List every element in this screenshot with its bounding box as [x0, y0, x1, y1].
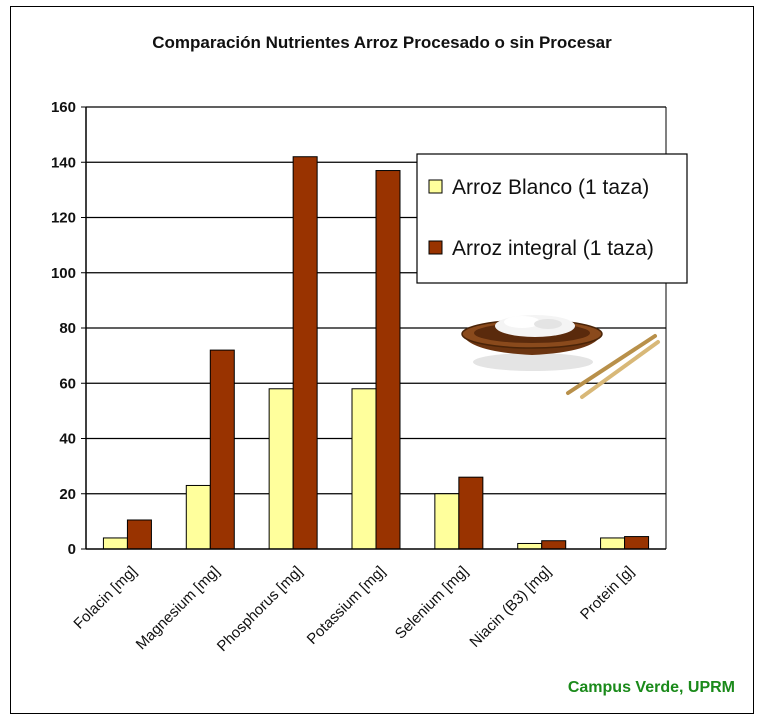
bar-arroz-blanco-1-taza-selenium-mg: [434, 493, 460, 550]
legend: Arroz Blanco (1 taza) Arroz integral (1 …: [416, 153, 688, 284]
legend-label-arroz-integral: Arroz integral (1 taza): [452, 237, 654, 260]
bar-arroz-blanco-1-taza-folacin-mg: [102, 537, 128, 550]
legend-box: [416, 153, 688, 284]
x-axis-labels: Folacin [mg]Magnesium [mg]Phosphorus [mg…: [70, 563, 637, 655]
y-tick-label: 100: [51, 265, 76, 282]
bar-arroz-integral-1-taza-folacin-mg: [126, 519, 152, 550]
y-tick-label: 80: [59, 320, 76, 337]
x-tick-label: Folacin [mg]: [70, 563, 140, 633]
legend-swatch-arroz-blanco: [428, 179, 443, 194]
x-tick-label: Protein [g]: [577, 563, 637, 623]
bar-arroz-blanco-1-taza-potassium-mg: [351, 388, 377, 550]
bar-arroz-integral-1-taza-magnesium-mg: [209, 349, 235, 550]
x-tick-label: Magnesium [mg]: [133, 563, 223, 653]
x-tick-label: Potassium [mg]: [304, 563, 389, 648]
y-tick-label: 20: [59, 486, 76, 503]
chart-title: Comparación Nutrientes Arroz Procesado o…: [152, 33, 612, 52]
legend-label-arroz-blanco: Arroz Blanco (1 taza): [452, 176, 649, 199]
bar-arroz-integral-1-taza-niacin-b3-mg: [541, 540, 567, 550]
bar-arroz-blanco-1-taza-magnesium-mg: [185, 484, 211, 550]
y-tick-label: 60: [59, 375, 76, 392]
y-tick-label: 40: [59, 431, 76, 448]
y-tick-label: 120: [51, 210, 76, 227]
y-axis-ticks: 0 20 40 60 80 100 120 140 160: [51, 99, 86, 558]
bar-arroz-integral-1-taza-phosphorus-mg: [292, 156, 318, 550]
credit-label: Campus Verde, UPRM: [568, 679, 735, 696]
x-tick-label: Selenium [mg]: [392, 563, 472, 643]
legend-swatch-arroz-integral: [428, 240, 443, 255]
y-tick-label: 140: [51, 154, 76, 171]
bar-arroz-integral-1-taza-potassium-mg: [375, 170, 401, 550]
y-tick-label: 160: [51, 99, 76, 116]
bar-arroz-blanco-1-taza-phosphorus-mg: [268, 388, 294, 550]
bar-arroz-blanco-1-taza-niacin-b3-mg: [517, 542, 543, 550]
bar-arroz-integral-1-taza-selenium-mg: [458, 476, 484, 550]
x-tick-label: Niacin (B3) [mg]: [466, 563, 554, 651]
bar-arroz-blanco-1-taza-protein-g: [600, 537, 626, 550]
x-tick-label: Phosphorus [mg]: [214, 563, 306, 655]
rice-bowl-chopsticks-icon: [461, 315, 660, 399]
bars: [102, 156, 650, 550]
bar-arroz-integral-1-taza-protein-g: [624, 536, 650, 550]
y-tick-label: 0: [68, 541, 76, 558]
